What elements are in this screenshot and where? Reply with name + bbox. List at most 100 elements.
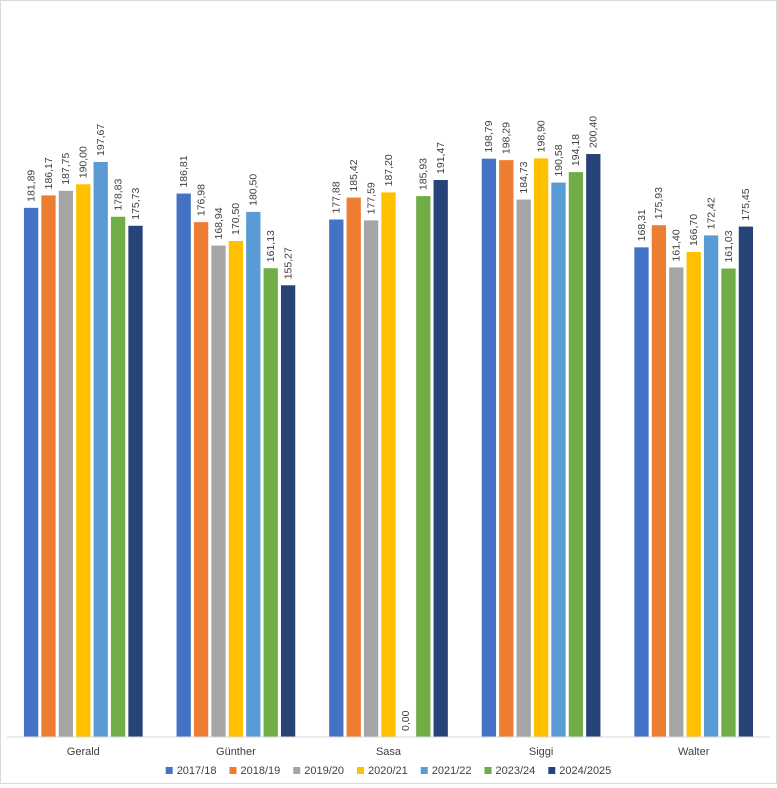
category-labels-layer: Gerald Günther Sasa Siggi Walter xyxy=(67,746,710,758)
data-label-siggi-2017-18: 198,79 xyxy=(483,120,495,152)
bar-walter-2020-21 xyxy=(686,252,701,738)
legend-swatch-2024-2025 xyxy=(548,767,556,774)
category-label-siggi: Siggi xyxy=(529,746,553,758)
legend-label-2024-2025: 2024/2025 xyxy=(559,765,611,777)
bar-siggi-2021-22 xyxy=(551,182,566,737)
bar-walter-2018-19 xyxy=(651,225,667,737)
data-label-gerald-2023-24: 178,83 xyxy=(112,178,124,210)
legend-item-2017-18: 2017/18 xyxy=(165,765,217,777)
bar-gerald-2023-24 xyxy=(110,216,126,737)
bar-walter-2021-22 xyxy=(703,235,719,737)
data-label-walter-2024-2025: 175,45 xyxy=(740,188,752,220)
legend-label-2020-21: 2020/21 xyxy=(368,765,408,777)
data-label-gerald-2017-18: 181,89 xyxy=(25,170,37,202)
bar-walter-2019-20 xyxy=(669,267,684,737)
bar-walter-2024-2025 xyxy=(738,226,754,737)
bar-gerald-2020-21 xyxy=(76,184,91,737)
data-label-gerald-2021-22: 197,67 xyxy=(95,124,107,156)
data-label-gunther-2018-19: 176,98 xyxy=(195,184,207,216)
data-label-sasa-2023-24: 185,93 xyxy=(418,158,430,190)
bar-gunther-2018-19 xyxy=(193,222,209,737)
bar-walter-2023-24 xyxy=(721,268,736,737)
data-label-siggi-2024-2025: 200,40 xyxy=(588,116,600,148)
bar-siggi-2020-21 xyxy=(533,158,549,738)
data-label-sasa-2018-19: 185,42 xyxy=(348,159,360,191)
data-label-gerald-2019-20: 187,75 xyxy=(60,153,72,185)
data-label-gerald-2018-19: 186,17 xyxy=(43,157,55,189)
bar-siggi-2018-19 xyxy=(499,160,514,737)
legend-label-2018-19: 2018/19 xyxy=(240,765,280,777)
bar-sasa-2019-20 xyxy=(363,220,379,738)
bar-gunther-2023-24 xyxy=(263,268,278,737)
bar-sasa-2020-21 xyxy=(381,192,396,737)
data-label-gunther-2023-24: 161,13 xyxy=(265,230,277,262)
data-label-gunther-2021-22: 180,50 xyxy=(248,174,260,206)
bar-gunther-2021-22 xyxy=(246,211,261,737)
bar-gunther-2024-2025 xyxy=(280,285,296,737)
bar-sasa-2024-2025 xyxy=(433,179,448,738)
bar-gunther-2017-18 xyxy=(176,193,191,738)
legend-swatch-2021-22 xyxy=(420,767,428,774)
bar-gerald-2019-20 xyxy=(58,190,74,738)
legend-item-2023-24: 2023/24 xyxy=(484,765,536,777)
data-label-gunther-2024-2025: 155,27 xyxy=(282,247,294,279)
bar-sasa-2018-19 xyxy=(346,197,361,737)
legend-label-2017-18: 2017/18 xyxy=(177,765,217,777)
legend-label-2021-22: 2021/22 xyxy=(432,765,472,777)
data-label-sasa-2024-2025: 191,47 xyxy=(435,142,447,174)
data-label-walter-2023-24: 161,03 xyxy=(723,230,735,262)
bar-gunther-2020-21 xyxy=(228,240,244,738)
legend-label-2019-20: 2019/20 xyxy=(304,765,344,777)
data-labels-layer: 181,89 186,17 187,75 190,00 197,67 178,83 175,… xyxy=(25,116,752,731)
data-label-walter-2019-20: 161,40 xyxy=(671,229,683,261)
data-label-siggi-2020-21: 198,90 xyxy=(535,120,547,152)
data-label-gerald-2020-21: 190,00 xyxy=(78,146,90,178)
data-label-sasa-2020-21: 187,20 xyxy=(383,154,395,186)
bar-siggi-2017-18 xyxy=(481,158,497,737)
data-label-walter-2021-22: 172,42 xyxy=(705,197,717,229)
data-label-gunther-2017-18: 186,81 xyxy=(178,155,190,187)
data-label-gerald-2024-2025: 175,73 xyxy=(130,187,142,219)
legend-swatch-2023-24 xyxy=(484,767,492,774)
bar-gerald-2018-19 xyxy=(41,195,56,737)
bar-walter-2017-18 xyxy=(634,247,649,738)
bar-gunther-2019-20 xyxy=(211,245,226,737)
data-label-siggi-2023-24: 194,18 xyxy=(570,134,582,166)
legend-item-2020-21: 2020/21 xyxy=(357,765,408,777)
bars-layer xyxy=(23,154,754,738)
category-label-walter: Walter xyxy=(678,746,710,758)
bar-sasa-2017-18 xyxy=(329,219,344,737)
bar-siggi-2024-2025 xyxy=(586,154,601,737)
bar-gerald-2024-2025 xyxy=(128,225,143,737)
legend-label-2023-24: 2023/24 xyxy=(496,765,536,777)
data-label-gunther-2019-20: 168,94 xyxy=(213,207,225,239)
data-label-walter-2018-19: 175,93 xyxy=(653,187,665,219)
data-label-siggi-2019-20: 184,73 xyxy=(518,161,530,193)
bar-gerald-2017-18 xyxy=(23,207,39,738)
category-label-gerald: Gerald xyxy=(67,746,100,758)
category-label-sasa: Sasa xyxy=(376,746,402,758)
legend-swatch-2017-18 xyxy=(165,767,173,774)
bar-sasa-2023-24 xyxy=(416,196,431,738)
data-label-gunther-2020-21: 170,50 xyxy=(230,203,242,235)
legend-swatch-2018-19 xyxy=(229,767,237,774)
data-label-walter-2017-18: 168,31 xyxy=(636,209,648,241)
category-label-gunther: Günther xyxy=(216,746,256,758)
legend-item-2024-2025: 2024/2025 xyxy=(548,765,611,777)
bar-siggi-2023-24 xyxy=(568,172,584,738)
data-label-sasa-2019-20: 177,59 xyxy=(365,182,377,214)
legend-swatch-2019-20 xyxy=(293,767,301,774)
bar-gerald-2021-22 xyxy=(93,161,108,737)
data-label-sasa-2017-18: 177,88 xyxy=(331,181,343,213)
data-label-siggi-2018-19: 198,29 xyxy=(501,122,513,154)
legend: 2017/18 2018/19 2019/20 2020/21 2021/22 2023/… xyxy=(165,765,611,777)
legend-item-2018-19: 2018/19 xyxy=(229,765,280,777)
legend-swatch-2020-21 xyxy=(357,767,364,774)
legend-item-2019-20: 2019/20 xyxy=(293,765,344,777)
bar-siggi-2019-20 xyxy=(516,199,531,738)
legend-item-2021-22: 2021/22 xyxy=(420,765,472,777)
data-label-walter-2020-21: 166,70 xyxy=(688,214,700,246)
data-label-sasa-2021-22: 0,00 xyxy=(400,710,412,731)
